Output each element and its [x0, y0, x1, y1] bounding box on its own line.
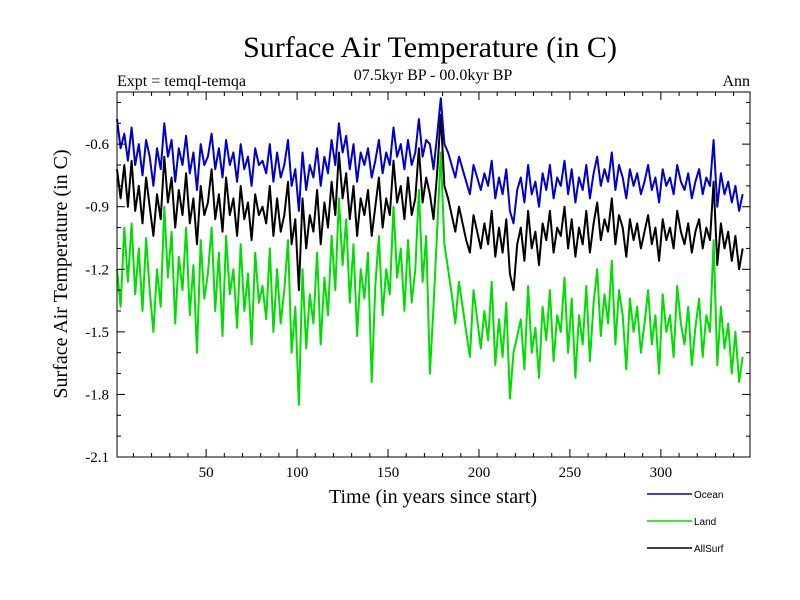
- y-tick-label: -2.1: [85, 450, 109, 466]
- legend-label-ocean: Ocean: [694, 490, 723, 501]
- x-tick-label: 300: [650, 465, 673, 481]
- y-tick-label: -0.6: [85, 137, 109, 153]
- x-tick-label: 100: [286, 465, 309, 481]
- chart-subtitle: 07.5kyr BP - 00.0kyr BP: [354, 67, 513, 84]
- y-axis: -0.6 -0.9 -1.2 -1.5 -1.8 -2.1: [85, 101, 750, 466]
- y-tick-label: -0.9: [85, 200, 109, 216]
- season-label: Ann: [722, 73, 750, 90]
- x-tick-label: 50: [199, 465, 214, 481]
- experiment-label: Expt = temqI-temqa: [117, 73, 246, 90]
- legend: Ocean Land AllSurf: [647, 490, 724, 555]
- y-tick-label: -1.5: [85, 325, 109, 341]
- series-line-allsurf: [116, 113, 744, 292]
- x-tick-label: 250: [559, 465, 582, 481]
- y-tick-label: -1.8: [85, 387, 109, 403]
- legend-label-land: Land: [694, 517, 716, 528]
- series-line-land: [116, 151, 744, 406]
- x-axis-label: Time (in years since start): [329, 486, 537, 508]
- y-axis-label: Surface Air Temperature (in C): [50, 149, 72, 398]
- x-axis: 50 100 150 200 250 300: [132, 92, 735, 481]
- series-line-ocean: [116, 97, 744, 225]
- chart-title: Surface Air Temperature (in C): [243, 31, 617, 64]
- plot-frame: [116, 91, 751, 458]
- legend-label-allsurf: AllSurf: [694, 544, 724, 555]
- x-tick-label: 150: [377, 465, 400, 481]
- y-tick-label: -1.2: [85, 262, 109, 278]
- x-tick-label: 200: [468, 465, 491, 481]
- series-group: [116, 97, 744, 406]
